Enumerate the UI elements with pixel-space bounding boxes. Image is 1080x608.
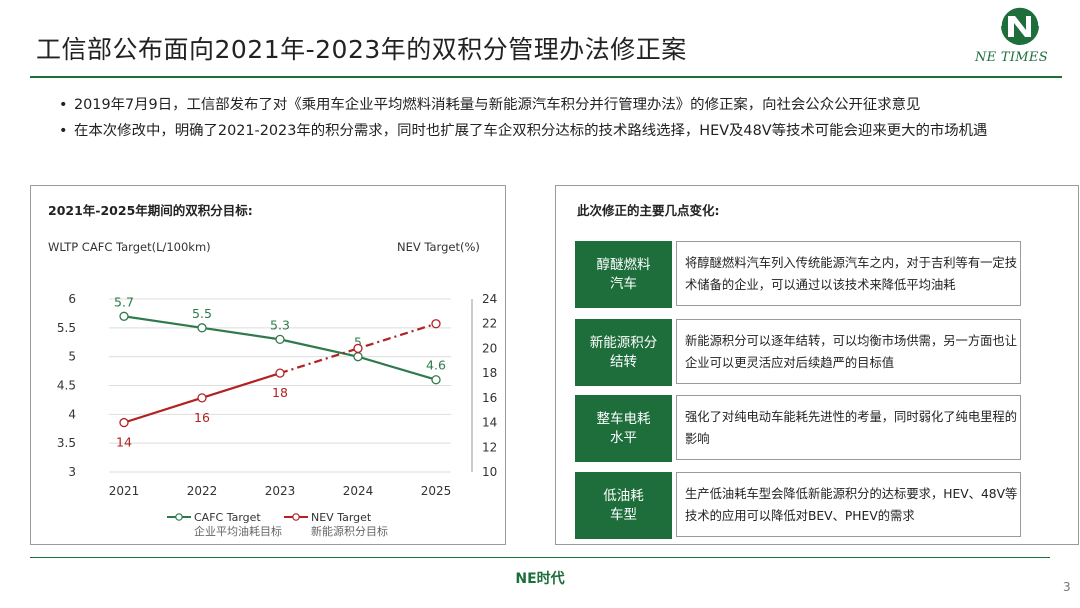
left-axis-tick-label: 6: [68, 292, 76, 306]
legend-label: CAFC Target: [194, 511, 261, 524]
right-axis-tick-label: 24: [482, 292, 497, 306]
right-axis-tick-label: 14: [482, 416, 497, 430]
bullet-icon: •: [59, 123, 68, 139]
footer-divider: [30, 557, 1050, 558]
change-description: 新能源积分可以逐年结转，可以均衡市场供需，另一方面也让企业可以更灵活应对后续趋严…: [676, 319, 1021, 384]
left-axis-tick-label: 5: [68, 350, 76, 364]
legend-marker: [292, 513, 300, 521]
legend-sublabel: 新能源积分目标: [311, 524, 388, 538]
right-axis-tick-label: 10: [482, 465, 497, 479]
data-point: [119, 417, 129, 428]
change-description-text: 新能源积分可以逐年结转，可以均衡市场供需，另一方面也让企业可以更灵活应对后续趋严…: [685, 333, 1018, 370]
left-axis-title: WLTP CAFC Target(L/100km): [48, 240, 211, 254]
change-item: 低油耗 车型 生产低油耗车型会降低新能源积分的达标要求，HEV、48V等技术的应…: [575, 472, 1029, 539]
change-tag-text: 醇醚燃料 汽车: [596, 256, 651, 292]
data-label: 5.5: [192, 306, 212, 321]
change-tag: 整车电耗 水平: [575, 395, 672, 462]
data-point: [275, 368, 285, 378]
x-axis-tick-label: 2022: [187, 484, 218, 498]
change-tag-text: 低油耗 车型: [603, 487, 644, 523]
change-tag: 低油耗 车型: [575, 472, 672, 539]
change-tag-text: 新能源积分 结转: [589, 334, 658, 370]
change-description-text: 将醇醚燃料汽车列入传统能源汽车之内，对于吉利等有一定技术储备的企业，可以通过以该…: [685, 255, 1018, 292]
data-point: [353, 343, 363, 354]
data-point: [431, 319, 441, 329]
change-tag-text: 整车电耗 水平: [596, 410, 651, 446]
logo-text: NE TIMES: [975, 50, 1048, 65]
bullet-list: • 2019年7月9日，工信部发布了对《乘用车企业平均燃料消耗量与新能源汽车积分…: [44, 92, 1056, 144]
change-description-text: 强化了对纯电动车能耗先进性的考量，同时弱化了纯电里程的影响: [685, 409, 1018, 446]
data-label: 18: [272, 385, 288, 400]
data-point: [353, 352, 363, 362]
legend-sublabel: 企业平均油耗目标: [194, 524, 282, 538]
data-point: [275, 334, 285, 345]
header-divider: [30, 76, 1062, 78]
right-axis-tick-label: 18: [482, 366, 497, 380]
left-axis-tick-label: 4.5: [57, 379, 76, 393]
right-axis-tick-label: 20: [482, 341, 497, 355]
data-label: 16: [194, 410, 210, 425]
left-axis-tick-label: 3: [68, 465, 76, 479]
change-tag: 新能源积分 结转: [575, 319, 672, 386]
right-axis-tick-label: 22: [482, 317, 497, 331]
change-description: 生产低油耗车型会降低新能源积分的达标要求，HEV、48V等技术的应用可以降低对B…: [676, 472, 1021, 537]
x-axis-tick-label: 2024: [343, 484, 374, 498]
change-item: 新能源积分 结转 新能源积分可以逐年结转，可以均衡市场供需，另一方面也让企业可以…: [575, 319, 1029, 386]
change-description: 强化了对纯电动车能耗先进性的考量，同时弱化了纯电里程的影响: [676, 395, 1021, 460]
x-axis-tick-label: 2023: [265, 484, 296, 498]
bullet-text: 在本次修改中，明确了2021-2023年的积分需求，同时也扩展了车企双积分达标的…: [74, 123, 988, 139]
change-item: 醇醚燃料 汽车 将醇醚燃料汽车列入传统能源汽车之内，对于吉利等有一定技术储备的企…: [575, 241, 1029, 308]
data-label: 4.6: [426, 358, 446, 373]
footer-brand: NE时代: [515, 571, 565, 587]
ne-times-logo: [968, 4, 1058, 70]
bullet-icon: •: [59, 97, 68, 113]
change-description: 将醇醚燃料汽车列入传统能源汽车之内，对于吉利等有一定技术储备的企业，可以通过以该…: [676, 241, 1021, 306]
chart-panel: 2021年-2025年期间的双积分目标: WLTP CAFC Target(L/…: [30, 185, 506, 545]
legend-label: NEV Target: [311, 511, 372, 524]
bullet-text: 2019年7月9日，工信部发布了对《乘用车企业平均燃料消耗量与新能源汽车积分并行…: [74, 97, 921, 113]
data-label: 5: [354, 335, 362, 350]
page-number: 3: [1063, 580, 1071, 594]
changes-panel: 此次修正的主要几点变化: 醇醚燃料 汽车 将醇醚燃料汽车列入传统能源汽车之内，对…: [555, 185, 1079, 545]
data-point: [197, 393, 207, 403]
right-axis-tick-label: 16: [482, 391, 497, 405]
chart-panel-heading: 2021年-2025年期间的双积分目标:: [48, 203, 253, 218]
change-item: 整车电耗 水平 强化了对纯电动车能耗先进性的考量，同时弱化了纯电里程的影响: [575, 395, 1029, 462]
data-label: 5.3: [270, 317, 290, 332]
slide-title: 工信部公布面向2021年-2023年的双积分管理办法修正案: [36, 35, 687, 64]
legend-marker: [175, 513, 183, 521]
left-axis-tick-label: 3.5: [57, 436, 76, 450]
data-point: [431, 375, 441, 385]
changes-panel-heading: 此次修正的主要几点变化:: [577, 203, 720, 218]
bullet-item: • 在本次修改中，明确了2021-2023年的积分需求，同时也扩展了车企双积分达…: [44, 118, 1056, 144]
x-axis-tick-label: 2025: [421, 484, 452, 498]
data-label: 14: [116, 435, 132, 450]
left-axis-tick-label: 5.5: [57, 321, 76, 335]
bullet-item: • 2019年7月9日，工信部发布了对《乘用车企业平均燃料消耗量与新能源汽车积分…: [44, 92, 1056, 118]
change-tag: 醇醚燃料 汽车: [575, 241, 672, 308]
left-axis-tick-label: 4: [68, 407, 76, 421]
data-label: 5.7: [114, 294, 134, 309]
x-axis-tick-label: 2021: [109, 484, 140, 498]
change-description-text: 生产低油耗车型会降低新能源积分的达标要求，HEV、48V等技术的应用可以降低对B…: [685, 486, 1018, 523]
data-point: [197, 323, 207, 333]
right-axis-title: NEV Target(%): [397, 240, 480, 254]
data-point: [119, 311, 129, 321]
right-axis-tick-label: 12: [482, 440, 497, 454]
